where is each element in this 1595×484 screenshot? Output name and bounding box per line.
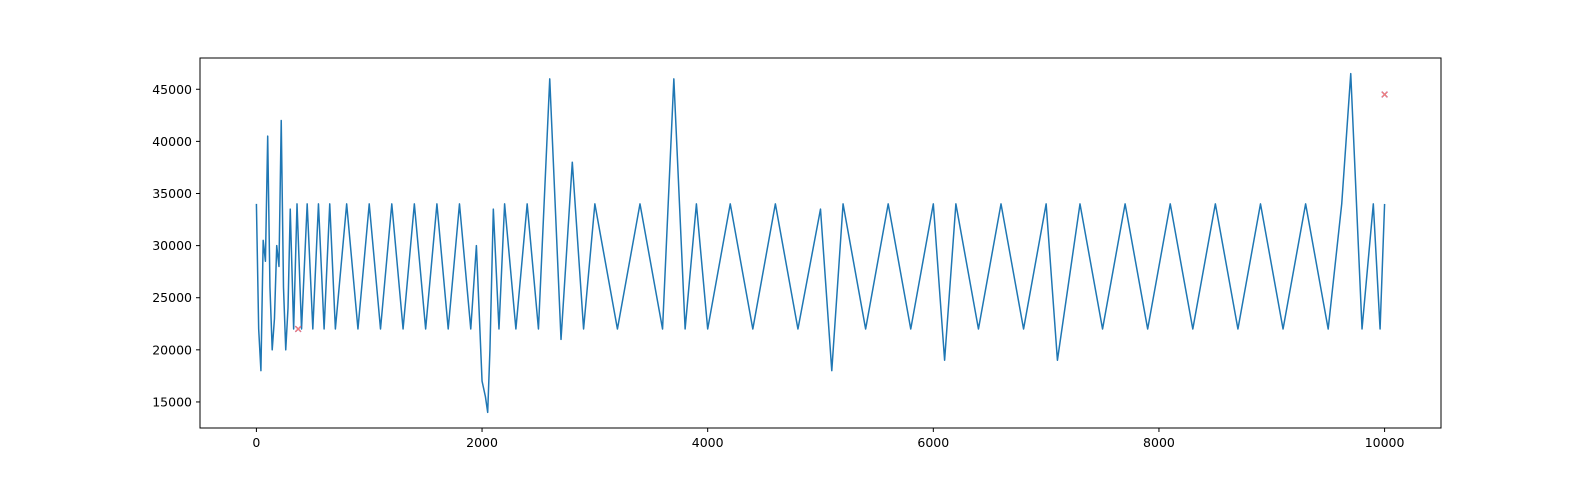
plot-frame (199, 57, 1442, 429)
x-tick-label: 8000 (1143, 435, 1175, 450)
y-tick-label: 20000 (152, 342, 192, 357)
x-tick-label: 4000 (692, 435, 724, 450)
scatter-point (1381, 91, 1388, 98)
scatter-series-1 (294, 91, 1388, 333)
y-tick-label: 25000 (152, 290, 192, 305)
x-tick-label: 6000 (917, 435, 949, 450)
y-axis: 15000 20000 25000 30000 35000 40000 45000 (152, 82, 200, 409)
scatter-point (294, 325, 302, 333)
series-line-0 (255, 72, 1386, 414)
plot-content (255, 72, 1388, 414)
x-tick-label: 10000 (1365, 435, 1405, 450)
y-tick-label: 30000 (152, 238, 192, 253)
x-axis: 0 2000 4000 6000 8000 10000 (252, 428, 1405, 450)
x-tick-label: 2000 (466, 435, 498, 450)
y-tick-label: 35000 (152, 186, 192, 201)
y-tick-label: 40000 (152, 134, 192, 149)
x-tick-label: 0 (252, 435, 260, 450)
y-tick-label: 45000 (152, 82, 192, 97)
y-tick-label: 15000 (152, 394, 192, 409)
